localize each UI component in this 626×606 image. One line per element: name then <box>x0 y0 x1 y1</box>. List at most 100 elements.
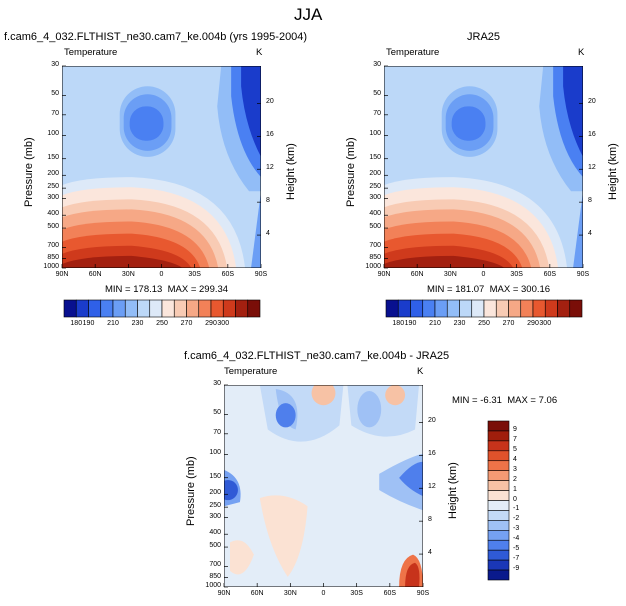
colorbar-box <box>410 299 424 318</box>
y-tick-label: 50 <box>213 409 221 417</box>
y-tick-label: 100 <box>369 130 381 138</box>
y2-tick-label: 12 <box>266 164 274 172</box>
colorbar-label: 3 <box>513 465 517 473</box>
contour-fill <box>357 391 382 428</box>
x-tick-label: 90N <box>217 590 231 597</box>
colorbar-label: 300 <box>539 320 552 327</box>
colorbar-box <box>557 299 571 318</box>
contour-fill <box>224 479 238 501</box>
contour-fill <box>311 385 336 406</box>
y-axis-title: Pressure (mb) <box>185 456 197 526</box>
colorbar-box <box>124 299 138 318</box>
y2-axis-title: Height (km) <box>447 462 459 519</box>
y-tick-label: 70 <box>373 109 381 117</box>
y-tick-label: 70 <box>51 109 59 117</box>
colorbar-box <box>487 490 510 501</box>
y2-tick-label: 8 <box>428 516 432 524</box>
colorbar-box <box>487 520 510 531</box>
contour-fill <box>129 106 164 141</box>
y-tick-label: 500 <box>209 542 221 550</box>
x-tick-label: 30N <box>283 590 297 597</box>
contour-fill <box>385 385 406 406</box>
model-panel-title: f.cam6_4_032.FLTHIST_ne30.cam7_ke.004b (… <box>4 31 308 43</box>
x-tick-label: 60S <box>221 271 235 278</box>
y-tick-label: 400 <box>47 210 59 218</box>
y2-tick-label: 16 <box>266 131 274 139</box>
x-tick-label: 30S <box>350 590 363 597</box>
colorbar-label: -5 <box>513 545 520 553</box>
colorbar-label: -1 <box>513 505 520 513</box>
y-tick-label: 50 <box>51 90 59 98</box>
colorbar-label: 270 <box>180 320 193 327</box>
colorbar-label: 270 <box>502 320 515 327</box>
y-tick-label: 700 <box>209 561 221 569</box>
y-tick-label: 850 <box>209 572 221 580</box>
x-tick-label: 30S <box>188 271 201 278</box>
model-unit-label: K <box>256 47 263 58</box>
max-label: MAX = <box>167 284 197 295</box>
colorbar-box <box>487 430 510 442</box>
colorbar-label: 180 <box>70 320 83 327</box>
contour-fill <box>259 495 308 577</box>
colorbar-box <box>198 299 212 318</box>
x-tick-label: 60N <box>410 271 424 278</box>
colorbar-box <box>487 569 510 581</box>
y2-tick-label: 4 <box>588 230 592 238</box>
colorbar-label: 9 <box>513 425 517 433</box>
y-tick-label: 300 <box>369 193 381 201</box>
y-tick-label: 1000 <box>205 582 221 589</box>
y-tick-label: 250 <box>209 502 221 510</box>
colorbar-label: 5 <box>513 445 517 453</box>
max-label: MAX = <box>489 284 519 295</box>
colorbar-box <box>487 440 510 452</box>
y-tick-label: 500 <box>369 223 381 231</box>
x-tick-label: 0 <box>159 271 164 278</box>
y2-axis-title: Height (km) <box>285 143 297 200</box>
colorbar-box <box>397 299 411 318</box>
colorbar-label: 190 <box>404 320 417 327</box>
y-tick-label: 700 <box>47 242 59 250</box>
y-axis-title: Pressure (mb) <box>23 137 35 207</box>
y-tick-label: 300 <box>209 512 221 520</box>
colorbar-box <box>569 299 583 318</box>
y2-tick-label: 16 <box>588 131 596 139</box>
colorbar-box <box>100 299 114 318</box>
colorbar-label: 4 <box>513 455 517 463</box>
y-tick-label: 500 <box>47 223 59 231</box>
y-tick-label: 30 <box>51 61 59 68</box>
contour-fill <box>405 562 420 587</box>
colorbar-label: 0 <box>513 495 517 503</box>
y-tick-label: 30 <box>373 61 381 68</box>
model-max-value: 299.34 <box>199 284 229 295</box>
x-tick-label: 90S <box>416 590 430 597</box>
y-tick-label: 250 <box>47 183 59 191</box>
y-tick-label: 30 <box>213 380 221 387</box>
x-tick-label: 90N <box>377 271 391 278</box>
obs-panel-title: JRA25 <box>467 31 501 43</box>
y-tick-label: 700 <box>369 242 381 250</box>
colorbar-label: 2 <box>513 475 517 483</box>
y-tick-label: 250 <box>369 183 381 191</box>
min-label: MIN = <box>427 284 453 295</box>
model-variable-label: Temperature <box>64 47 118 58</box>
y-tick-label: 50 <box>373 90 381 98</box>
contour-fill <box>275 403 296 428</box>
colorbar-box <box>459 299 473 318</box>
colorbar-box <box>446 299 460 318</box>
y2-tick-label: 20 <box>266 98 274 106</box>
max-label: MAX = <box>507 395 536 406</box>
colorbar-label: 230 <box>453 320 466 327</box>
x-tick-label: 60N <box>88 271 102 278</box>
colorbar-box <box>487 549 510 561</box>
y-tick-label: 200 <box>47 170 59 178</box>
y-tick-label: 100 <box>209 449 221 457</box>
contour-fill <box>573 191 583 268</box>
colorbar-box <box>112 299 126 318</box>
colorbar-box <box>487 450 510 462</box>
colorbar-box <box>520 299 534 318</box>
x-tick-label: 0 <box>321 590 326 597</box>
min-label: MIN = <box>452 395 478 406</box>
contour-fill <box>241 66 261 157</box>
y-tick-label: 300 <box>47 193 59 201</box>
